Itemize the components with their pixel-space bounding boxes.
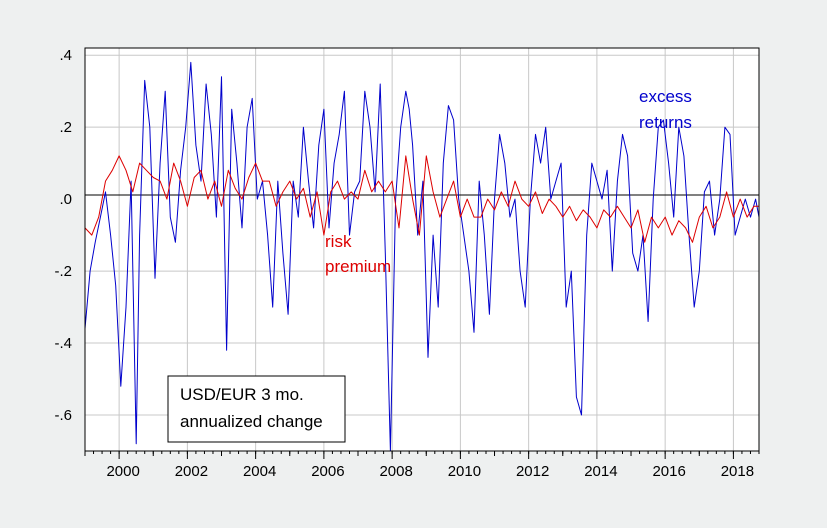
annotation-line1: USD/EUR 3 mo.: [180, 385, 304, 404]
x-tick-label: 2010: [448, 463, 481, 480]
x-tick-label: 2014: [584, 463, 617, 480]
series-layer: [84, 61, 760, 452]
x-tick-label: 2008: [379, 463, 412, 480]
y-tick-label: -.6: [54, 407, 72, 424]
y-tick-label: -.2: [54, 263, 72, 280]
x-tick-label: 2018: [721, 463, 754, 480]
x-axis-ticks: 2000 2002 2004 2006 2008 2010 2012 2014 2016 2018: [84, 451, 760, 480]
x-tick-label: 2016: [652, 463, 685, 480]
x-tick-label: 2006: [311, 463, 344, 480]
y-tick-label: -.4: [54, 335, 72, 352]
y-tick-label: .4: [59, 47, 72, 64]
x-tick-label: 2004: [243, 463, 276, 480]
risk-premium-label-line1: risk: [325, 232, 352, 251]
annotation-box: [167, 375, 346, 443]
y-tick-label: .2: [59, 119, 72, 136]
plot-frame: [84, 47, 760, 452]
y-axis-ticks: .4 .2 .0 -.2 -.4 -.6: [54, 47, 72, 424]
x-tick-label: 2002: [175, 463, 208, 480]
risk-premium-label-line2: premium: [325, 257, 391, 276]
risk-premium-line: [84, 155, 759, 243]
annotation-line2: annualized change: [180, 412, 323, 431]
excess-returns-label-line1: excess: [639, 87, 692, 106]
x-tick-label: 2000: [106, 463, 139, 480]
y-tick-label: .0: [59, 191, 72, 208]
excess-returns-line: [84, 61, 760, 452]
x-tick-label: 2012: [516, 463, 549, 480]
excess-returns-label-line2: returns: [639, 113, 692, 132]
